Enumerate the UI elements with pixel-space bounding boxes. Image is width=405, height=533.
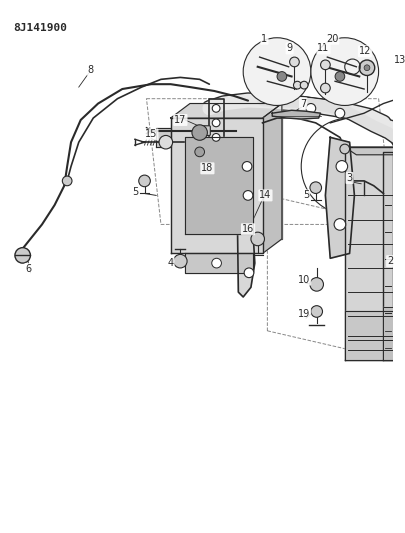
Text: 17: 17 — [174, 115, 187, 125]
Polygon shape — [209, 99, 224, 147]
Circle shape — [139, 175, 150, 187]
Polygon shape — [384, 152, 393, 360]
Circle shape — [336, 160, 347, 172]
Polygon shape — [262, 103, 282, 254]
Polygon shape — [345, 147, 405, 155]
Polygon shape — [237, 147, 255, 297]
Circle shape — [242, 161, 252, 171]
Circle shape — [15, 248, 30, 263]
Text: 18: 18 — [201, 163, 213, 173]
Text: 5: 5 — [303, 190, 309, 200]
Polygon shape — [190, 103, 282, 239]
Text: 4: 4 — [168, 258, 174, 268]
Circle shape — [335, 71, 345, 81]
Circle shape — [311, 38, 379, 106]
Polygon shape — [156, 128, 171, 147]
Text: 9: 9 — [287, 43, 293, 53]
Circle shape — [364, 65, 370, 71]
Text: 10: 10 — [298, 274, 310, 285]
Text: 14: 14 — [259, 190, 272, 200]
Circle shape — [62, 176, 72, 185]
Circle shape — [212, 104, 220, 112]
Text: 13: 13 — [394, 55, 405, 65]
Polygon shape — [325, 138, 354, 259]
Circle shape — [244, 268, 254, 278]
Text: 6: 6 — [26, 264, 32, 274]
Circle shape — [192, 125, 207, 140]
Circle shape — [212, 119, 220, 127]
Circle shape — [195, 147, 205, 157]
Circle shape — [321, 60, 330, 70]
Circle shape — [335, 108, 345, 118]
Text: 3: 3 — [347, 173, 353, 183]
Circle shape — [294, 81, 301, 89]
Circle shape — [290, 57, 299, 67]
Circle shape — [251, 232, 264, 246]
FancyBboxPatch shape — [199, 126, 210, 135]
Circle shape — [359, 60, 375, 76]
Circle shape — [321, 83, 330, 93]
Polygon shape — [185, 138, 253, 234]
Circle shape — [212, 133, 220, 141]
Polygon shape — [272, 110, 321, 119]
Circle shape — [159, 135, 173, 149]
Circle shape — [212, 259, 222, 268]
Circle shape — [340, 144, 350, 154]
Circle shape — [300, 81, 308, 89]
Polygon shape — [171, 118, 262, 254]
Circle shape — [334, 219, 346, 230]
Circle shape — [310, 182, 322, 193]
Circle shape — [243, 38, 311, 106]
Circle shape — [277, 71, 287, 81]
Text: 11: 11 — [318, 43, 330, 53]
Text: 16: 16 — [242, 224, 254, 235]
Text: 8: 8 — [87, 64, 94, 75]
Text: 7: 7 — [300, 99, 306, 109]
Text: 1: 1 — [261, 34, 268, 44]
Text: 2: 2 — [387, 256, 393, 266]
Text: 12: 12 — [359, 46, 371, 56]
Polygon shape — [185, 254, 253, 273]
Text: 19: 19 — [298, 309, 310, 319]
Circle shape — [243, 191, 253, 200]
Polygon shape — [345, 147, 403, 360]
Circle shape — [174, 254, 187, 268]
Circle shape — [310, 278, 324, 291]
Polygon shape — [384, 306, 393, 360]
Polygon shape — [171, 103, 282, 118]
Text: 8J141900: 8J141900 — [13, 23, 67, 33]
Text: 20: 20 — [326, 34, 338, 44]
Circle shape — [306, 103, 316, 113]
Text: 5: 5 — [132, 187, 138, 197]
Circle shape — [311, 305, 322, 317]
Text: 15: 15 — [145, 130, 158, 140]
Polygon shape — [345, 311, 403, 360]
